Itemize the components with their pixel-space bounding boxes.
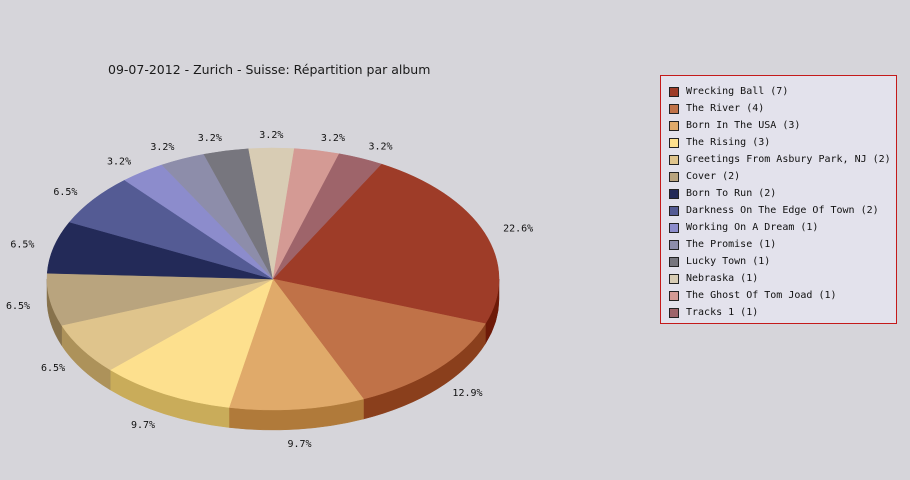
legend-swatch: [669, 222, 679, 233]
legend-item: The River (4): [669, 100, 896, 117]
legend-item: Tracks 1 (1): [669, 304, 896, 321]
legend-item: Cover (2): [669, 168, 896, 185]
legend-item: Born To Run (2): [669, 185, 896, 202]
legend-item: Born In The USA (3): [669, 117, 896, 134]
pie-label-born-in-the-usa: 9.7%: [287, 439, 311, 450]
legend-item: Greetings From Asbury Park, NJ (2): [669, 151, 896, 168]
legend-item: The Rising (3): [669, 134, 896, 151]
pie-label-greetings-from-asbury-park-nj: 6.5%: [41, 363, 65, 374]
legend-label: Wrecking Ball (7): [686, 86, 789, 97]
legend-label: The Rising (3): [686, 137, 771, 148]
legend-label: Nebraska (1): [686, 273, 759, 284]
legend-label: Born In The USA (3): [686, 120, 801, 131]
legend-label: The River (4): [686, 103, 765, 114]
legend-swatch: [669, 256, 679, 267]
legend-swatch: [669, 103, 679, 114]
chart-legend: Wrecking Ball (7) The River (4) Born In Th…: [660, 75, 897, 324]
legend-label: The Promise (1): [686, 239, 777, 250]
legend-swatch: [669, 307, 679, 318]
legend-item: Lucky Town (1): [669, 253, 896, 270]
pie-label-cover: 6.5%: [6, 301, 30, 312]
pie-label-wrecking-ball: 22.6%: [503, 224, 533, 235]
legend-label: Born To Run (2): [686, 188, 777, 199]
legend-label: Greetings From Asbury Park, NJ (2): [686, 154, 891, 165]
legend-item: Darkness On The Edge Of Town (2): [669, 202, 896, 219]
chart-title: 09-07-2012 - Zurich - Suisse: Répartitio…: [108, 62, 431, 77]
legend-swatch: [669, 290, 679, 301]
pie-slice-the-river: [272, 278, 486, 400]
pie-label-lucky-town: 3.2%: [198, 133, 222, 144]
pie-slice-the-rising: [109, 278, 274, 408]
legend-label: Darkness On The Edge Of Town (2): [686, 205, 879, 216]
pie-label-the-promise: 3.2%: [150, 142, 174, 153]
legend-swatch: [669, 86, 679, 97]
pie-sides: [46, 278, 500, 431]
legend-item: Wrecking Ball (7): [669, 83, 896, 100]
legend-label: Tracks 1 (1): [686, 307, 759, 318]
pie-label-the-ghost-of-tom-joad: 3.2%: [321, 133, 345, 144]
legend-item: The Ghost Of Tom Joad (1): [669, 287, 896, 304]
legend-swatch: [669, 239, 679, 250]
legend-swatch: [669, 154, 679, 165]
legend-swatch: [669, 205, 679, 216]
pie-label-working-on-a-dream: 3.2%: [107, 157, 131, 168]
legend-swatch: [669, 137, 679, 148]
legend-swatch: [669, 273, 679, 284]
pie-slice-tracks-1: [272, 153, 382, 280]
legend-item: The Promise (1): [669, 236, 896, 253]
legend-swatch: [669, 120, 679, 131]
pie-labels: 22.6% 12.9% 9.7% 9.7% 6.5% 6.5% 6.5% 6.5% 3.2% 3.…: [6, 130, 533, 450]
legend-swatch: [669, 171, 679, 182]
legend-item: Nebraska (1): [669, 270, 896, 287]
legend-label: Cover (2): [686, 171, 741, 182]
pie-label-tracks-1: 3.2%: [368, 141, 392, 152]
legend-label: The Ghost Of Tom Joad (1): [686, 290, 837, 301]
legend-label: Lucky Town (1): [686, 256, 771, 267]
legend-item: Working On A Dream (1): [669, 219, 896, 236]
pie-label-the-rising: 9.7%: [131, 420, 155, 431]
pie-slices: [46, 147, 500, 411]
pie-label-nebraska: 3.2%: [259, 130, 283, 141]
pie-label-the-river: 12.9%: [452, 388, 482, 399]
pie-label-darkness-on-the-edge-of-town: 6.5%: [53, 187, 77, 198]
pie-label-born-to-run: 6.5%: [10, 240, 34, 251]
legend-label: Working On A Dream (1): [686, 222, 819, 233]
pie-slice-wrecking-ball: [272, 163, 500, 324]
legend-swatch: [669, 188, 679, 199]
pie-slice-born-in-the-usa: [228, 278, 364, 411]
